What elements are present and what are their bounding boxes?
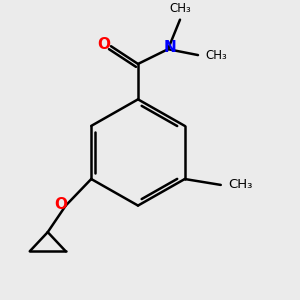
Text: CH₃: CH₃ (206, 49, 227, 62)
Text: O: O (55, 196, 68, 211)
Text: CH₃: CH₃ (228, 178, 253, 191)
Text: O: O (97, 37, 110, 52)
Text: CH₃: CH₃ (169, 2, 191, 15)
Text: N: N (163, 40, 176, 55)
